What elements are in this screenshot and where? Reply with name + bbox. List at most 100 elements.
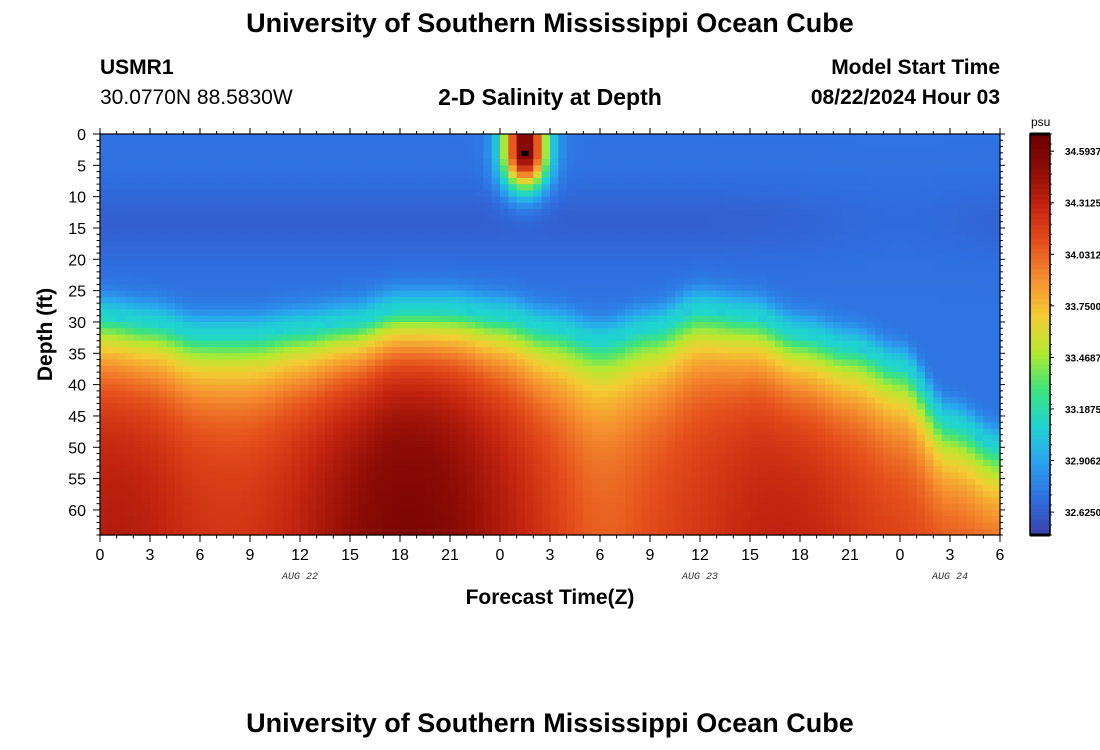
heatmap-cell xyxy=(150,234,159,242)
heatmap-cell xyxy=(583,497,593,505)
heatmap-cell xyxy=(608,290,618,298)
heatmap-cell xyxy=(391,152,401,160)
heatmap-cell xyxy=(466,478,476,486)
heatmap-cell xyxy=(216,140,226,148)
heatmap-cell xyxy=(300,347,309,354)
heatmap-cell xyxy=(441,240,451,248)
heatmap-cell xyxy=(641,196,651,204)
heatmap-cell xyxy=(483,240,493,248)
heatmap-cell xyxy=(241,415,251,423)
heatmap-cell xyxy=(200,171,209,179)
heatmap-cell xyxy=(633,447,643,455)
heatmap-cell xyxy=(541,347,551,354)
heatmap-cell xyxy=(175,503,184,511)
heatmap-cell xyxy=(258,422,268,430)
heatmap-cell xyxy=(366,528,376,536)
heatmap-cell xyxy=(208,353,218,361)
heatmap-cell xyxy=(625,453,634,461)
heatmap-cell xyxy=(708,202,718,210)
heatmap-cell xyxy=(641,184,651,191)
heatmap-cell xyxy=(375,347,384,354)
heatmap-cell xyxy=(650,227,659,235)
heatmap-cell xyxy=(433,441,443,448)
heatmap-cell xyxy=(383,278,393,285)
heatmap-cell xyxy=(250,503,259,511)
heatmap-cell xyxy=(166,265,176,273)
heatmap-cell xyxy=(400,209,409,217)
heatmap-cell xyxy=(383,215,393,223)
heatmap-cell xyxy=(558,353,568,361)
heatmap-cell xyxy=(666,347,676,354)
heatmap-cell xyxy=(308,434,318,442)
heatmap-cell xyxy=(641,190,651,198)
heatmap-cell xyxy=(558,472,568,480)
heatmap-cell xyxy=(108,447,118,455)
heatmap-cell xyxy=(308,359,318,367)
heatmap-cell xyxy=(641,378,651,386)
heatmap-cell xyxy=(741,184,751,191)
heatmap-cell xyxy=(583,472,593,480)
heatmap-cell xyxy=(125,290,134,298)
heatmap-cell xyxy=(625,146,634,154)
heatmap-cell xyxy=(391,491,401,499)
heatmap-cell xyxy=(350,466,359,473)
heatmap-cell xyxy=(550,196,559,204)
heatmap-cell xyxy=(725,177,734,185)
heatmap-cell xyxy=(375,372,384,379)
heatmap-cell xyxy=(516,353,526,361)
heatmap-cell xyxy=(450,478,459,486)
heatmap-cell xyxy=(608,522,618,530)
heatmap-cell xyxy=(108,328,118,336)
heatmap-cell xyxy=(400,177,409,185)
heatmap-cell xyxy=(208,159,218,166)
heatmap-cell xyxy=(583,146,593,154)
heatmap-cell xyxy=(141,171,151,179)
heatmap-cell xyxy=(400,390,409,398)
heatmap-cell xyxy=(366,165,376,173)
heatmap-cell xyxy=(583,428,593,436)
heatmap-cell xyxy=(108,347,118,354)
heatmap-cell xyxy=(183,234,193,242)
heatmap-cell xyxy=(600,184,609,191)
heatmap-cell xyxy=(100,353,109,361)
heatmap-cell xyxy=(141,447,151,455)
heatmap-cell xyxy=(416,171,426,179)
heatmap-cell xyxy=(350,428,359,436)
heatmap-cell xyxy=(525,259,534,267)
heatmap-cell xyxy=(208,434,218,442)
heatmap-cell xyxy=(100,259,109,267)
heatmap-cell xyxy=(291,328,301,336)
heatmap-cell xyxy=(550,516,559,524)
heatmap-cell xyxy=(166,522,176,530)
heatmap-cell xyxy=(383,259,393,267)
heatmap-cell xyxy=(675,484,684,492)
heatmap-cell xyxy=(333,466,343,473)
heatmap-cell xyxy=(675,453,684,461)
heatmap-cell xyxy=(208,491,218,499)
heatmap-cell xyxy=(150,522,159,530)
heatmap-cell xyxy=(591,309,601,317)
heatmap-cell xyxy=(566,227,576,235)
heatmap-cell xyxy=(141,403,151,411)
heatmap-cell xyxy=(491,478,501,486)
heatmap-cell xyxy=(425,152,434,160)
heatmap-cell xyxy=(650,184,659,191)
heatmap-cell xyxy=(425,140,434,148)
heatmap-cell xyxy=(333,491,343,499)
heatmap-cell xyxy=(483,271,493,279)
heatmap-cell xyxy=(408,227,418,235)
heatmap-cell xyxy=(283,353,293,361)
heatmap-cell xyxy=(383,484,393,492)
heatmap-cell xyxy=(491,466,501,473)
heatmap-cell xyxy=(566,321,576,329)
heatmap-cell xyxy=(541,409,551,417)
heatmap-cell xyxy=(358,265,368,273)
heatmap-cell xyxy=(366,365,376,373)
heatmap-cell xyxy=(200,403,209,411)
heatmap-cell xyxy=(175,516,184,524)
heatmap-cell xyxy=(741,140,751,148)
heatmap-cell xyxy=(333,484,343,492)
heatmap-cell xyxy=(475,184,484,191)
heatmap-cell xyxy=(175,240,184,248)
heatmap-cell xyxy=(158,403,168,411)
